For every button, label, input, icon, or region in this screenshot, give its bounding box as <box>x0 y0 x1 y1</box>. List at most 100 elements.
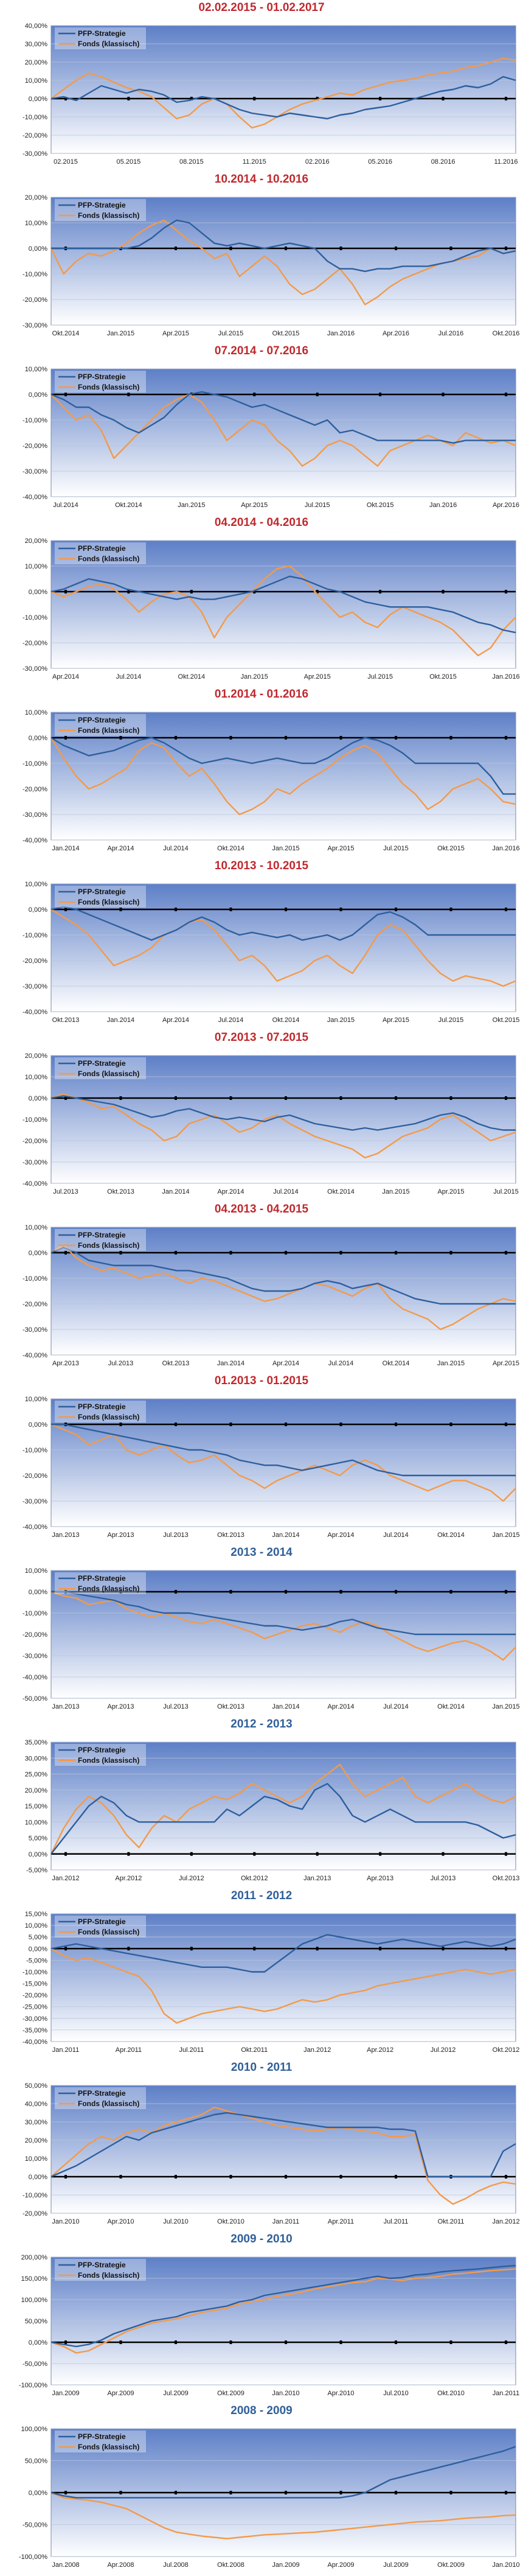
x-tick-label: Okt.2014 <box>272 1017 300 1024</box>
x-tick-label: Jul.2010 <box>383 2390 409 2397</box>
y-tick-label: -15,00% <box>23 1981 47 1988</box>
x-tick-label: Okt.2012 <box>493 2046 520 2054</box>
series-line-pfp-strategie <box>50 1934 516 1973</box>
zero-line-marker <box>190 97 193 100</box>
x-tick-label: Okt.2014 <box>437 1531 465 1539</box>
x-tick-label: Jan.2010 <box>272 2390 299 2397</box>
y-tick-label: -30,00% <box>23 983 47 990</box>
zero-line-marker <box>119 1423 122 1426</box>
zero-line-marker <box>285 1423 287 1426</box>
x-tick-label: Jul.2013 <box>431 1875 456 1882</box>
y-tick-label: 10,00% <box>25 563 48 570</box>
y-tick-label: -50,00% <box>23 2361 47 2368</box>
y-tick-label: 10,00% <box>25 1567 48 1575</box>
zero-line-marker <box>119 2340 122 2344</box>
zero-line-marker <box>64 97 67 100</box>
legend-label-pfp: PFP-Strategie <box>78 201 126 209</box>
zero-line-marker <box>505 908 507 911</box>
x-tick-label: Okt.2013 <box>217 1703 244 1710</box>
legend-label-pfp: PFP-Strategie <box>78 887 126 896</box>
zero-line-marker <box>190 1852 193 1856</box>
zero-line-marker <box>175 2491 177 2494</box>
zero-line-marker <box>175 1251 177 1255</box>
zero-line-marker <box>119 736 122 740</box>
x-tick-label: Jan.2015 <box>107 330 134 337</box>
zero-line-marker <box>285 247 287 250</box>
zero-line-marker <box>316 1852 319 1856</box>
x-tick-label: Okt.2015 <box>493 1017 520 1024</box>
legend-label-pfp: PFP-Strategie <box>78 29 126 38</box>
y-tick-label: 20,00% <box>25 1052 48 1060</box>
y-tick-label: -10,00% <box>23 1969 47 1976</box>
zero-line-marker <box>505 1251 507 1255</box>
y-tick-label: -20,00% <box>23 1992 47 2000</box>
zero-line-marker <box>64 2491 67 2494</box>
zero-line-marker <box>190 1947 193 1951</box>
x-tick-label: Jul.2014 <box>383 1703 409 1710</box>
x-tick-label: Okt.2009 <box>437 2561 465 2569</box>
chart-panel: 02.02.2015 - 01.02.2017 40,00% 30,00% 20,00… <box>2 0 521 172</box>
x-tick-label: Jan.2015 <box>327 1017 355 1024</box>
x-tick-label: Jan.2011 <box>52 2046 79 2054</box>
zero-line-marker <box>285 1096 287 1100</box>
zero-line-marker <box>229 247 232 250</box>
line-chart: 10,00% 0,00% -10,00% -20,00% -30,00% -40,00% -… <box>23 1567 520 1710</box>
chart-panel: 01.2013 - 01.2015 10,00% 0,00% -10,00% -20,0… <box>2 1373 521 1545</box>
zero-line-marker <box>339 2340 342 2344</box>
x-tick-label: Jul.2015 <box>305 502 330 509</box>
x-tick-label: Jan.2012 <box>52 1875 79 1882</box>
y-tick-label: 0,00% <box>29 2490 47 2497</box>
plot-area <box>50 197 516 326</box>
y-tick-label: -20,00% <box>23 640 47 647</box>
x-tick-label: Jan.2010 <box>492 2561 519 2569</box>
x-tick-label: Okt.2015 <box>437 845 465 852</box>
y-tick-label: 25,00% <box>25 1771 48 1779</box>
zero-line-marker <box>505 2175 507 2179</box>
zero-line-marker <box>229 908 232 911</box>
y-tick-label: 10,00% <box>25 881 48 888</box>
series-line-pfp-strategie <box>50 575 516 634</box>
line-chart: 100,00% 50,00% 0,00% -50,00% -100,00% Jan.200… <box>19 2426 520 2569</box>
x-tick-label: Jul.2009 <box>383 2561 409 2569</box>
y-tick-label: -40,00% <box>23 494 47 501</box>
y-tick-label: 0,00% <box>29 391 47 399</box>
zero-line-marker <box>316 1947 319 1951</box>
zero-line-marker <box>175 1590 177 1594</box>
zero-line-marker <box>339 1423 342 1426</box>
line-chart: 10,00% 0,00% -10,00% -20,00% -30,00% -40,00% J… <box>23 709 520 852</box>
zero-line-marker <box>449 1096 452 1100</box>
zero-line-marker <box>442 393 445 396</box>
y-tick-label: 0,00% <box>29 906 47 914</box>
x-tick-label: Jul.2014 <box>383 1531 409 1539</box>
x-tick-label: Okt.2008 <box>217 2561 244 2569</box>
x-tick-label: Okt.2013 <box>493 1875 520 1882</box>
y-tick-label: -5,00% <box>26 1867 47 1874</box>
x-tick-label: Okt.2014 <box>327 1188 355 1195</box>
x-tick-label: Jul.2009 <box>163 2390 189 2397</box>
legend-box <box>55 2259 146 2281</box>
y-tick-label: -50,00% <box>23 1695 47 1703</box>
y-tick-label: -30,00% <box>23 1498 47 1505</box>
legend-label-fonds: Fonds (klassisch) <box>78 383 139 391</box>
y-tick-label: 35,00% <box>25 1739 48 1746</box>
y-tick-label: -20,00% <box>23 296 47 304</box>
x-tick-label: Okt.2011 <box>438 2218 465 2225</box>
zero-line-marker <box>229 2175 232 2179</box>
y-tick-label: -20,00% <box>23 1301 47 1308</box>
series-line-fonds-klassisch <box>50 1948 516 2024</box>
y-tick-label: -10,00% <box>23 760 47 768</box>
y-tick-label: 20,00% <box>25 2137 48 2144</box>
series-line-pfp-strategie <box>50 1783 516 1855</box>
chart-title: 04.2013 - 04.2015 <box>214 1203 309 1216</box>
zero-line-marker <box>175 908 177 911</box>
x-tick-label: Jul.2011 <box>179 2046 204 2054</box>
y-tick-label: -10,00% <box>23 417 47 424</box>
legend-box <box>55 1401 146 1423</box>
x-tick-label: Jan.2014 <box>272 1703 299 1710</box>
x-tick-label: Apr.2013 <box>52 1360 79 1367</box>
legend-label-pfp: PFP-Strategie <box>78 2432 126 2441</box>
x-tick-label: Jan.2010 <box>52 2218 79 2225</box>
chart-title: 10.2013 - 10.2015 <box>214 859 309 872</box>
x-tick-label: Jul.2012 <box>179 1875 204 1882</box>
y-tick-label: 50,00% <box>25 2318 48 2325</box>
